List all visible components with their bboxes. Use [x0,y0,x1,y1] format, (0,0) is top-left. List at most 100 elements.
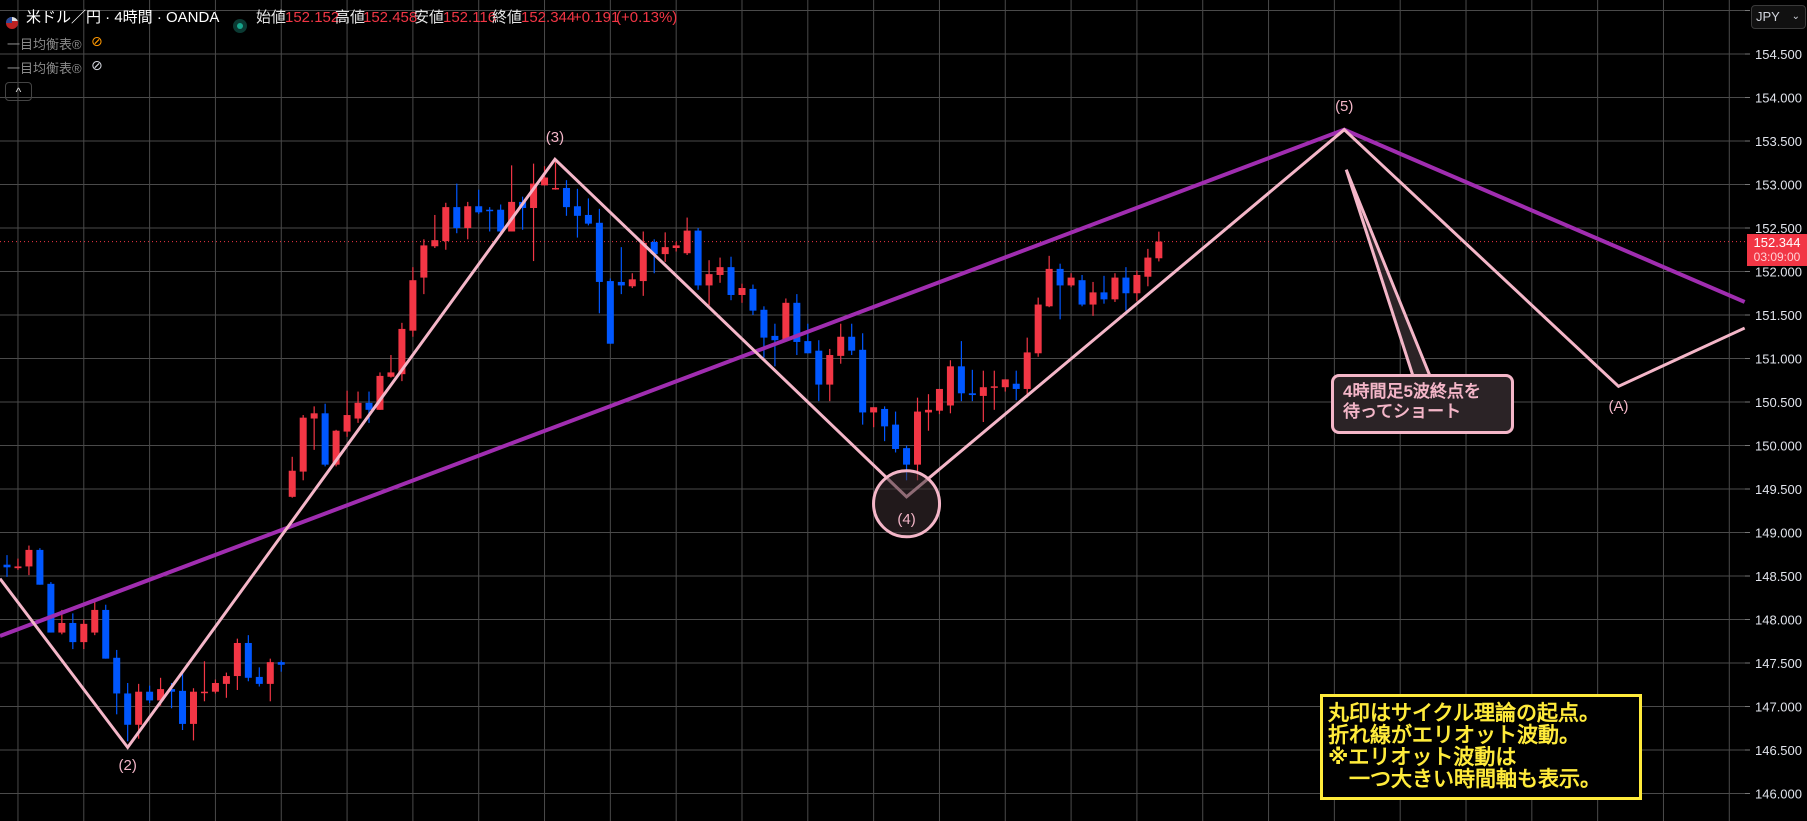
candle-body [815,350,823,385]
candle [91,598,99,636]
collapse-legend-button[interactable]: ^ [5,82,32,101]
candle-body [1122,277,1130,294]
candle-body [541,177,549,186]
candles [3,161,1163,742]
candle-body [859,349,867,413]
price-tick-label: 154.000 [1755,91,1802,106]
open-label: 始値 [256,9,287,26]
indicator-ichimoku-1[interactable]: 一目均衡表® ⊘ [7,33,103,53]
eye-off-icon[interactable]: ⊘ [91,33,103,49]
candle-body [1089,292,1097,305]
callout-annotation[interactable]: 4時間足5波終点を 待ってショート [1331,374,1514,434]
candle [277,660,285,672]
candle [946,360,954,414]
eye-off-icon[interactable]: ⊘ [91,57,103,73]
candle-body [1012,383,1020,389]
candle-body [530,183,538,208]
candle-body [1023,352,1031,389]
candle [1012,370,1020,401]
candle [343,390,351,437]
candle-body [1078,280,1086,305]
candle [1111,273,1119,302]
candle [1001,379,1009,392]
candle [870,407,878,428]
current-price-label: 152.344 03:09:00 [1747,234,1807,266]
candle-body [1067,277,1075,286]
candle-body [617,281,625,286]
candle [146,685,154,704]
candle-body [694,230,702,286]
candle-body [3,564,11,568]
candle [914,397,922,481]
currency-button[interactable]: JPY ⌄ [1751,5,1806,29]
candle [3,555,11,577]
candle [1023,337,1031,398]
note-annotation[interactable]: 丸印はサイクル理論の起点。 折れ線がエリオット波動。 ※エリオット波動は 一つ大きい… [1320,694,1642,800]
candle [826,348,834,402]
candle [431,214,439,249]
candle-body [946,366,954,406]
symbol-title[interactable]: 米ドル／円 · 4時間 · OANDA [26,9,220,26]
high-label: 高値 [335,9,366,26]
candle [672,241,680,252]
candle [782,298,790,341]
callout-line: 4時間足5波終点を [1343,382,1481,401]
candle [979,370,987,423]
candle [80,619,88,650]
candle-body [168,689,176,692]
candle-body [398,328,406,375]
candle-body [870,407,878,413]
candle [628,273,636,289]
candle-body [1155,241,1163,259]
candle-body [683,230,691,254]
candle [793,294,801,356]
close-value: 152.344 [521,9,576,26]
candle [288,456,296,498]
candle-body [990,386,998,388]
candle [1144,248,1152,287]
price-tick-label: 151.000 [1755,352,1802,367]
note-line: 丸印はサイクル理論の起点。 [1328,702,1600,725]
candle-body [244,642,252,678]
callout-tail [1344,169,1433,378]
candle [738,283,746,303]
price-tick-label: 152.000 [1755,265,1802,280]
candle [244,635,252,682]
candle-body [705,274,713,286]
candle-body [979,387,987,396]
candle [562,180,570,216]
candle-body [661,247,669,255]
candle [310,406,318,450]
candle-body [47,583,55,633]
candle-body [233,642,241,677]
indicator-ichimoku-2[interactable]: 一目均衡表® ⊘ [7,57,103,77]
candle-body [475,206,483,213]
candle-body [760,309,768,338]
candle [475,189,483,215]
candle-body [91,609,99,633]
candle-body [36,549,44,585]
price-tick-label: 148.500 [1755,569,1802,584]
change-value: +0.191 [573,9,620,26]
candle [14,558,22,570]
price-tick-label: 146.000 [1755,787,1802,802]
candle [47,582,55,633]
chart-legend-header: 米ドル／円 · 4時間 · OANDA 始値 152.152 高値 152.45… [0,8,700,33]
candle-body [606,281,614,344]
candle [354,391,362,423]
us-jp-flag-icon [6,17,18,29]
candle-body [321,413,329,465]
candle [222,672,230,698]
candle [299,415,307,481]
candle-body [58,622,66,633]
candle [892,411,900,453]
candle-body [716,267,724,275]
candle [935,388,943,415]
price-tick-label: 151.500 [1755,308,1802,323]
market-status-icon[interactable] [233,19,247,33]
price-axis[interactable]: 146.000 146.500 147.000 147.500 148.000 148.5… [1745,10,1802,802]
candle [25,545,33,576]
candle-body [957,366,965,394]
elliott-wave-line [0,127,1746,750]
